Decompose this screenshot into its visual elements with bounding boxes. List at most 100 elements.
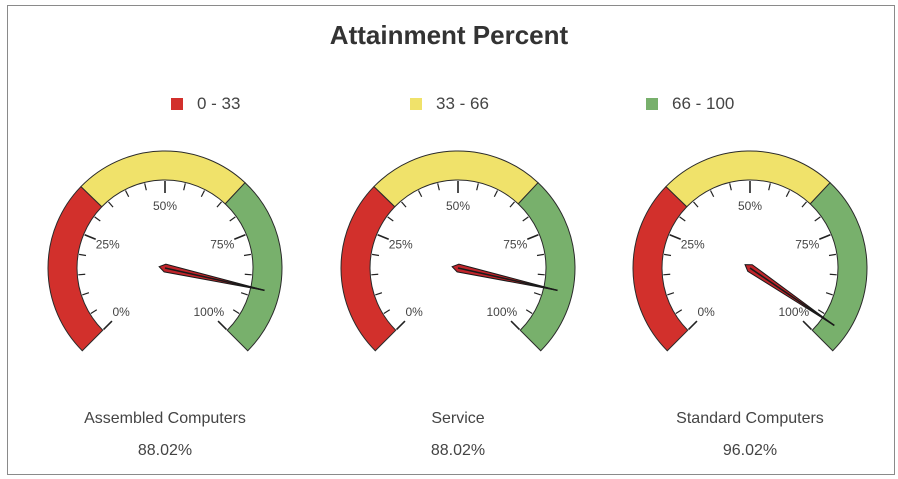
gauge-1-tick [240, 292, 248, 296]
gauge-1-tick [108, 201, 114, 208]
legend-swatch-low [171, 98, 183, 110]
gauge-2-tick-label: 100% [486, 305, 517, 319]
gauge-3-tick [687, 320, 698, 331]
gauge-1-needle-line [164, 267, 265, 292]
gauge-3-tick [817, 309, 825, 314]
legend-item-high: 66 - 100 [646, 94, 734, 114]
gauge-2-tick [509, 201, 515, 208]
gauge-1-tick-label: 100% [193, 305, 224, 319]
gauge-1-tick [232, 309, 240, 314]
gauge-2-tick [522, 216, 529, 222]
gauge-1-tick [94, 216, 101, 222]
gauge-3-tick [785, 190, 791, 197]
gauge-3-tick [669, 233, 682, 241]
gauge-1-band-1 [47, 185, 104, 352]
gauge-1-tick [82, 292, 90, 296]
gauge-2-tick [387, 216, 394, 222]
gauge-1-tick-label: 0% [112, 305, 130, 319]
gauge-2: 0% 25% 50% 75% 100% [340, 150, 576, 352]
gauge-1-tick [84, 233, 97, 241]
gauge-3-tick [663, 253, 672, 257]
legend-label-mid: 33 - 66 [436, 94, 489, 113]
chart-frame [7, 5, 895, 475]
gauge-2-tick-label: 0% [405, 305, 423, 319]
gauge-1-tick-label: 25% [96, 237, 120, 251]
gauge-2-tick [533, 292, 541, 296]
gauge-2-tick [383, 309, 391, 314]
gauge-3-tick [802, 320, 813, 331]
gauge-name-1: Assembled Computers [84, 410, 246, 427]
gauge-3-tick [693, 201, 699, 208]
gauge-3-tick [709, 190, 715, 197]
gauge-3-band-1 [632, 185, 689, 352]
gauge-2-tick [476, 183, 479, 191]
legend-label-high: 66 - 100 [672, 94, 735, 113]
gauge-1-tick [243, 253, 252, 257]
gauge-1-tick [200, 190, 206, 197]
gauge-2-tick [401, 201, 407, 208]
gauge-3-tick-label: 0% [697, 305, 715, 319]
gauge-2-tick [417, 190, 423, 197]
gauge-2-needle-line [457, 267, 558, 292]
legend-item-low: 0 - 33 [171, 94, 240, 114]
gauge-3: 0% 25% 50% 75% 100% [632, 150, 868, 352]
gauge-3-tick [679, 216, 686, 222]
gauge-3-tick [675, 309, 683, 314]
gauge-1-band-3 [224, 182, 283, 352]
gauge-1-tick [124, 190, 130, 197]
gauge-1-tick [183, 183, 186, 191]
gauge-value-3: 96.02% [722, 442, 778, 459]
gauge-2-tick [437, 183, 440, 191]
gauge-3-tick-label: 75% [795, 237, 819, 251]
gauge-2-tick [375, 292, 383, 296]
legend-swatch-mid [410, 98, 422, 110]
legend-label-low: 0 - 33 [197, 94, 241, 113]
gauge-3-needle-line [749, 267, 835, 327]
gauge-1-tick-label: 50% [153, 199, 177, 213]
legend-swatch-high [646, 98, 658, 110]
gauge-2-tick [377, 233, 390, 241]
gauge-2-tick [510, 320, 521, 331]
gauge-3-tick [825, 292, 833, 296]
gauge-2-tick [536, 253, 545, 257]
legend-item-mid: 33 - 66 [410, 94, 489, 114]
gauge-1-tick [217, 320, 228, 331]
gauge-1: 0% 25% 50% 75% 100% [47, 150, 283, 352]
gauge-value-1: 88.02% [137, 442, 193, 459]
gauge-3-tick [663, 273, 671, 276]
gauge-2-tick-label: 50% [446, 199, 470, 213]
gauge-1-tick [216, 201, 222, 208]
gauge-1-tick [144, 183, 147, 191]
gauge-3-tick [828, 253, 837, 257]
gauge-3-tick [768, 183, 771, 191]
gauge-2-band-3 [517, 182, 576, 352]
gauge-2-tick [371, 273, 379, 276]
gauge-1-tick [90, 309, 98, 314]
gauge-3-tick-label: 100% [778, 305, 809, 319]
gauge-3-tick-label: 50% [738, 199, 762, 213]
gauge-2-tick [537, 273, 545, 276]
gauge-3-band-3 [809, 182, 868, 352]
gauge-3-tick [729, 183, 732, 191]
gauge-value-2: 88.02% [430, 442, 486, 459]
gauge-2-tick [395, 320, 406, 331]
gauge-2-tick-label: 25% [389, 237, 413, 251]
gauge-1-tick [233, 233, 246, 241]
gauge-3-tick-label: 25% [681, 237, 705, 251]
gauge-1-tick-label: 75% [210, 237, 234, 251]
gauge-name-3: Standard Computers [676, 410, 824, 427]
gauge-1-tick [78, 253, 87, 257]
gauge-name-2: Service [431, 410, 485, 427]
gauge-3-tick [829, 273, 837, 276]
gauge-3-tick [801, 201, 807, 208]
gauge-3-tick [814, 216, 821, 222]
gauge-1-tick [244, 273, 252, 276]
gauge-2-tick [493, 190, 499, 197]
gauge-3-tick [667, 292, 675, 296]
chart-title: Attainment Percent [329, 20, 569, 50]
gauge-2-tick [525, 309, 533, 314]
gauge-2-tick [371, 253, 380, 257]
gauge-2-tick [526, 233, 539, 241]
gauge-2-band-1 [340, 185, 397, 352]
